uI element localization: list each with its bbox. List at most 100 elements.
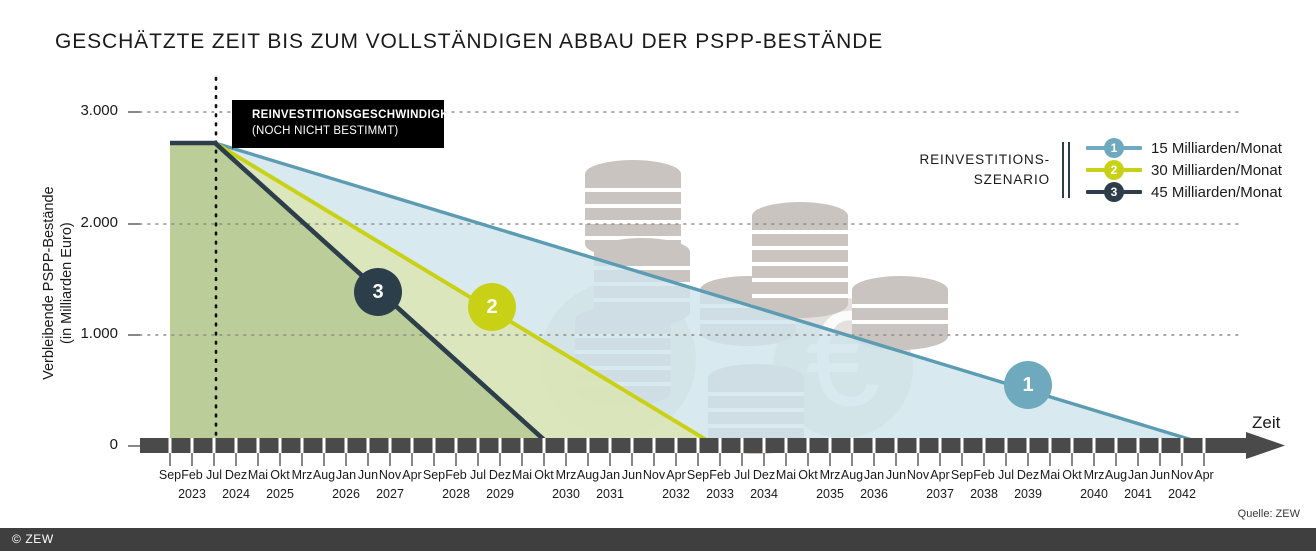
line-series-3 xyxy=(170,140,554,449)
series-marker-2[interactable] xyxy=(468,283,516,331)
x-tick-month: Jun xyxy=(885,468,907,482)
x-tick-month: Jul xyxy=(734,468,750,482)
arrow-right-icon xyxy=(1246,432,1285,459)
callout-box: REINVESTITIONSGESCHWINDIGKEIT (NOCH NICH… xyxy=(232,100,468,149)
x-tick-month: Sep xyxy=(422,468,446,482)
source-note: Quelle: ZEW xyxy=(1237,508,1300,520)
x-tick-month: Dez xyxy=(488,468,512,482)
x-tick-month: Apr xyxy=(930,468,950,482)
x-tick-month: Mrz xyxy=(819,468,841,482)
x-tick-year: 2036 xyxy=(860,487,888,501)
x-tick-month: Nov xyxy=(378,468,402,482)
x-tick-month: Jul xyxy=(998,468,1014,482)
x-tick-month: Jan xyxy=(1127,468,1149,482)
x-tick-month: Mrz xyxy=(1083,468,1105,482)
legend-swatch-icon: 3 xyxy=(1086,182,1142,202)
legend-label: 30 Milliarden/Monat xyxy=(1151,161,1282,179)
y-tick-label-1000: 1.000 xyxy=(80,325,118,342)
legend-marker-2: 2 xyxy=(1104,160,1124,180)
x-tick-month: Jan xyxy=(599,468,621,482)
x-tick-month: Feb xyxy=(709,468,731,482)
legend-item-2[interactable]: 2 30 Milliarden/Monat xyxy=(1086,160,1282,180)
x-tick-month: Jan xyxy=(335,468,357,482)
series-marker-label-1: 1 xyxy=(1022,374,1034,396)
x-tick-month: Okt xyxy=(1062,468,1082,482)
x-tick-year: 2024 xyxy=(222,487,250,501)
y-tick-label-0: 0 xyxy=(109,436,118,453)
x-tick-month: Jul xyxy=(206,468,222,482)
x-tick-month: Nov xyxy=(642,468,666,482)
legend-item-1[interactable]: 1 15 Milliarden/Monat xyxy=(1086,138,1282,158)
x-tick-month: Nov xyxy=(1170,468,1194,482)
footer-copyright: © ZEW xyxy=(12,532,54,546)
x-tick-year: 2034 xyxy=(750,487,778,501)
x-tick-year: 2040 xyxy=(1080,487,1108,501)
x-tick-month: Apr xyxy=(666,468,686,482)
x-tick-month: Okt xyxy=(270,468,290,482)
x-axis-ticks xyxy=(169,453,1205,466)
x-tick-year: 2042 xyxy=(1168,487,1196,501)
x-tick-month: Mrz xyxy=(291,468,313,482)
x-tick-month: Sep xyxy=(686,468,710,482)
legend-title: REINVESTITIONS- SZENARIO xyxy=(900,150,1050,189)
series-marker-label-2: 2 xyxy=(486,296,498,318)
x-tick-month: Mai xyxy=(511,468,533,482)
x-tick-month: Aug xyxy=(312,468,336,482)
x-tick-year: 2023 xyxy=(178,487,206,501)
legend-marker-1: 1 xyxy=(1104,138,1124,158)
x-tick-month: Dez xyxy=(224,468,248,482)
x-tick-month: Jun xyxy=(621,468,643,482)
x-tick-month: Okt xyxy=(534,468,554,482)
series-marker-3[interactable] xyxy=(354,268,402,316)
legend-swatch-icon: 1 xyxy=(1086,138,1142,158)
x-tick-year: 2029 xyxy=(486,487,514,501)
x-axis-baseline xyxy=(140,438,1246,453)
x-tick-month: Jun xyxy=(357,468,379,482)
x-tick-month: Aug xyxy=(1104,468,1128,482)
x-tick-year: 2026 xyxy=(332,487,360,501)
x-tick-month: Jul xyxy=(470,468,486,482)
y-tick-label-2000: 2.000 xyxy=(80,214,118,231)
x-tick-year: 2025 xyxy=(266,487,294,501)
x-tick-year: 2028 xyxy=(442,487,470,501)
legend-marker-3: 3 xyxy=(1104,182,1124,202)
page-title: GESCHÄTZTE ZEIT BIS ZUM VOLLSTÄNDIGEN AB… xyxy=(55,30,884,53)
legend-title-line2: SZENARIO xyxy=(973,172,1050,187)
footer-bar xyxy=(0,528,1316,551)
x-tick-year: 2032 xyxy=(662,487,690,501)
x-tick-month: Dez xyxy=(752,468,776,482)
x-tick-year: 2039 xyxy=(1014,487,1042,501)
x-tick-year: 2031 xyxy=(596,487,624,501)
x-tick-month: Apr xyxy=(402,468,422,482)
x-axis-name: Zeit xyxy=(1252,413,1281,432)
legend-items: 1 15 Milliarden/Monat 2 30 Milliarden/Monat… xyxy=(1086,138,1282,202)
x-tick-month: Feb xyxy=(181,468,203,482)
legend-divider xyxy=(1062,142,1072,198)
x-tick-month: Mrz xyxy=(555,468,577,482)
y-axis-title: Verbleibende PSPP-Bestände (in Milliarde… xyxy=(40,133,76,433)
x-axis-tick-gaps xyxy=(168,438,1206,453)
x-tick-month: Sep xyxy=(950,468,974,482)
x-tick-month: Mai xyxy=(775,468,797,482)
legend: REINVESTITIONS- SZENARIO 1 15 Milliarden/… xyxy=(900,138,1282,202)
x-tick-month: Aug xyxy=(576,468,600,482)
x-tick-year: 2035 xyxy=(816,487,844,501)
x-tick-year: 2027 xyxy=(376,487,404,501)
x-tick-month: Jun xyxy=(1149,468,1171,482)
x-tick-month: Mai xyxy=(1039,468,1061,482)
legend-item-3[interactable]: 3 45 Milliarden/Monat xyxy=(1086,182,1282,202)
x-tick-month: Dez xyxy=(1016,468,1040,482)
y-axis-ticks xyxy=(128,111,140,447)
callout-line-1: REINVESTITIONSGESCHWINDIGKEIT xyxy=(252,109,468,121)
x-tick-year: 2033 xyxy=(706,487,734,501)
x-tick-year: 2038 xyxy=(970,487,998,501)
series-marker-1[interactable] xyxy=(1004,361,1052,409)
x-tick-month: Nov xyxy=(906,468,930,482)
x-tick-month: Feb xyxy=(973,468,995,482)
x-tick-month: Aug xyxy=(840,468,864,482)
x-tick-year: 2037 xyxy=(926,487,954,501)
callout-line-2: (NOCH NICHT BESTIMMT) xyxy=(252,124,399,137)
x-tick-month: Sep xyxy=(158,468,182,482)
